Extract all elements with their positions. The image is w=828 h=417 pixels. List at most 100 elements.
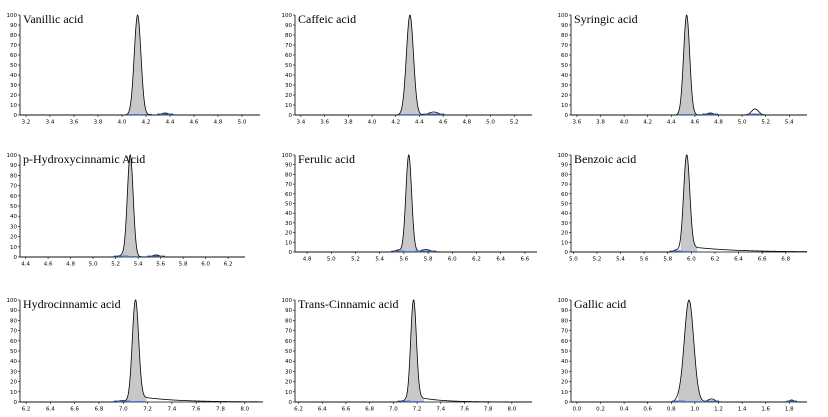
x-tick-label: 6.8 <box>781 257 790 263</box>
y-tick-label: 90 <box>561 308 568 314</box>
chromatogram-panel: 0 10 20 30 40 50 60 70 80 90 100 5.0 5.2 5.4 5.6 5.8 6.0… <box>558 152 807 263</box>
trace-line <box>295 14 532 116</box>
y-tick-label: 10 <box>561 390 568 396</box>
x-tick-label: 1.2 <box>714 407 723 413</box>
x-tick-label: 6.2 <box>294 407 303 413</box>
y-tick-label: 80 <box>285 33 292 39</box>
y-tick-label: 60 <box>10 53 17 59</box>
chromatogram-panel: 0 10 20 30 40 50 60 70 80 90 100 4.8 5.0 5.2 5.4 5.6 5.8… <box>282 152 537 263</box>
y-tick-label: 100 <box>7 153 18 159</box>
y-tick-label: 70 <box>561 329 568 335</box>
y-tick-label: 10 <box>10 245 17 251</box>
y-tick-label: 60 <box>561 53 568 59</box>
y-tick-label: 70 <box>285 43 292 49</box>
x-tick-label: 4.4 <box>667 120 676 126</box>
x-tick-label: 6.2 <box>472 257 481 263</box>
y-tick-label: 70 <box>10 329 17 335</box>
x-tick-label: 4.6 <box>190 120 199 126</box>
x-tick-label: 6.4 <box>496 257 505 263</box>
trace-line <box>295 299 532 403</box>
y-tick-label: 10 <box>561 240 568 246</box>
trace-line <box>20 14 260 116</box>
y-tick-label: 30 <box>285 369 292 375</box>
chart-title: Benzoic acid <box>574 152 636 166</box>
x-tick-label: 6.4 <box>318 407 327 413</box>
y-tick-label: 80 <box>561 172 568 178</box>
y-tick-label: 10 <box>285 240 292 246</box>
chromatogram-panel: 0 10 20 30 40 50 60 70 80 90 100 0.0 0.2 0.4 0.6 0.8 1.0… <box>558 297 807 413</box>
y-tick-label: 90 <box>10 308 17 314</box>
chart-title: Gallic acid <box>574 297 626 311</box>
x-tick-label: 7.8 <box>216 407 225 413</box>
x-tick-label: 3.2 <box>22 120 31 126</box>
x-tick-label: 7.2 <box>413 407 422 413</box>
y-tick-label: 0 <box>565 113 569 119</box>
y-tick-label: 80 <box>561 33 568 39</box>
y-tick-label: 20 <box>10 235 17 241</box>
x-tick-label: 7.2 <box>143 407 152 413</box>
peak-area <box>398 15 426 115</box>
x-tick-label: 5.8 <box>179 262 188 268</box>
peak-area <box>126 299 147 402</box>
x-tick-label: 7.0 <box>389 407 398 413</box>
y-tick-label: 40 <box>285 73 292 79</box>
x-tick-label: 4.4 <box>21 262 30 268</box>
peak-area <box>406 299 425 402</box>
x-tick-label: 7.4 <box>436 407 445 413</box>
x-tick-label: 5.2 <box>761 120 770 126</box>
x-tick-label: 1.4 <box>738 407 747 413</box>
y-tick-label: 50 <box>285 202 292 208</box>
x-tick-label: 4.8 <box>66 262 75 268</box>
y-tick-label: 30 <box>561 369 568 375</box>
x-tick-label: 1.0 <box>691 407 700 413</box>
x-tick-label: 6.0 <box>201 262 210 268</box>
x-tick-label: 5.2 <box>510 120 519 126</box>
x-tick-label: 5.8 <box>424 257 433 263</box>
y-tick-label: 90 <box>561 23 568 29</box>
y-tick-label: 10 <box>285 390 292 396</box>
y-tick-label: 100 <box>558 298 569 304</box>
y-tick-label: 70 <box>561 182 568 188</box>
y-tick-label: 40 <box>561 359 568 365</box>
chart-title: Ferulic acid <box>298 152 355 166</box>
y-tick-label: 80 <box>285 172 292 178</box>
y-tick-label: 100 <box>282 13 293 19</box>
y-tick-label: 90 <box>10 163 17 169</box>
chromatogram-panel: 0 10 20 30 40 50 60 70 80 90 100 3.6 3.8 4.0 4.2 4.4 4.6… <box>558 12 807 126</box>
y-tick-label: 50 <box>561 202 568 208</box>
y-tick-label: 90 <box>285 308 292 314</box>
chart-title: p-Hydroxycinnamic Acid <box>23 152 145 166</box>
x-tick-label: 7.6 <box>192 407 201 413</box>
x-tick-label: 0.8 <box>667 407 676 413</box>
trace-line <box>295 153 537 253</box>
x-tick-label: 4.2 <box>142 120 151 126</box>
trace-line <box>571 154 807 253</box>
y-tick-label: 30 <box>10 369 17 375</box>
y-tick-label: 70 <box>10 184 17 190</box>
y-tick-label: 0 <box>14 255 18 261</box>
x-tick-label: 3.4 <box>46 120 55 126</box>
peak-area <box>678 300 702 402</box>
chart-title: Caffeic acid <box>298 12 356 26</box>
x-tick-label: 5.0 <box>738 120 747 126</box>
x-tick-label: 5.4 <box>785 120 794 126</box>
x-tick-label: 3.8 <box>596 120 605 126</box>
x-tick-label: 4.8 <box>462 120 471 126</box>
x-tick-label: 5.4 <box>134 262 143 268</box>
y-tick-label: 100 <box>7 13 18 19</box>
x-tick-label: 4.4 <box>166 120 175 126</box>
x-tick-label: 5.2 <box>351 257 360 263</box>
y-tick-label: 60 <box>561 339 568 345</box>
x-tick-label: 6.6 <box>70 407 79 413</box>
trace-line <box>20 153 245 258</box>
y-tick-label: 80 <box>10 173 17 179</box>
x-tick-label: 4.8 <box>714 120 723 126</box>
y-tick-label: 40 <box>285 211 292 217</box>
x-tick-label: 4.0 <box>620 120 629 126</box>
chart-title: Syringic acid <box>574 12 638 26</box>
x-tick-label: 5.0 <box>569 257 578 263</box>
y-tick-label: 50 <box>10 204 17 210</box>
x-tick-label: 3.6 <box>70 120 79 126</box>
x-tick-label: 6.6 <box>342 407 351 413</box>
x-tick-label: 7.4 <box>168 407 177 413</box>
